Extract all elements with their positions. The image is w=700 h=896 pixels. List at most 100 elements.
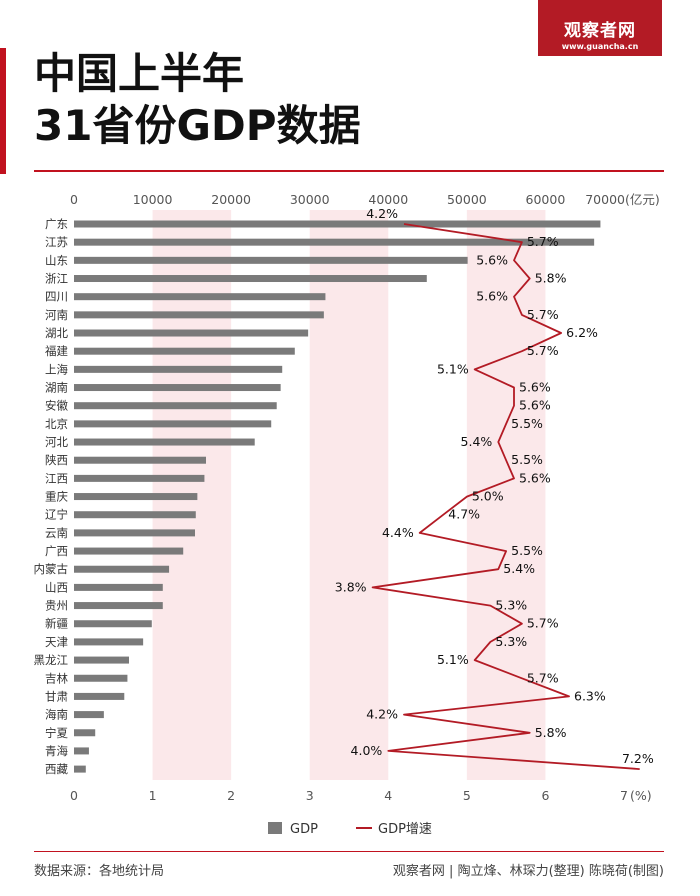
- growth-value-label: 4.4%: [382, 525, 414, 540]
- gdp-bar: [74, 529, 195, 537]
- province-label: 吉林: [45, 671, 68, 685]
- legend-growth-label: GDP增速: [378, 822, 432, 837]
- growth-value-label: 5.7%: [527, 307, 559, 322]
- province-label: 北京: [45, 417, 68, 431]
- gdp-bar: [74, 602, 163, 610]
- data-source: 数据来源：各地统计局: [34, 864, 165, 879]
- page-title: 中国上半年 31省份GDP数据: [34, 48, 361, 152]
- gdp-bar: [74, 493, 198, 501]
- province-label: 云南: [45, 526, 68, 540]
- growth-value-label: 6.2%: [566, 325, 598, 340]
- credits: 观察者网 | 陶立烽、林琛力(整理) 陈晓荷(制图): [392, 864, 664, 879]
- province-label: 西藏: [45, 762, 68, 776]
- top-axis-tick-label: 60000: [526, 192, 566, 207]
- top-axis-tick-label: 30000: [290, 192, 330, 207]
- gdp-bar: [74, 711, 104, 719]
- gdp-bar: [74, 656, 129, 664]
- gdp-bar: [74, 365, 283, 373]
- gdp-bar: [74, 547, 184, 555]
- province-label: 四川: [45, 290, 68, 304]
- gdp-bars: [74, 220, 601, 773]
- gdp-bar: [74, 747, 89, 755]
- growth-value-label: 5.7%: [527, 343, 559, 358]
- growth-value-label: 3.8%: [335, 579, 367, 594]
- growth-value-label: 5.7%: [527, 616, 559, 631]
- gdp-bar: [74, 347, 295, 355]
- gdp-bar: [74, 402, 277, 410]
- title-line-1: 中国上半年: [34, 49, 245, 98]
- growth-line-path: [371, 223, 640, 770]
- growth-value-label: 5.1%: [437, 652, 469, 667]
- growth-value-label: 5.5%: [511, 452, 543, 467]
- top-axis-tick-label: 70000: [585, 192, 625, 207]
- top-axis-tick-label: 10000: [133, 192, 173, 207]
- growth-value-label: 4.7%: [448, 507, 480, 522]
- top-axis-tick-label: 20000: [211, 192, 251, 207]
- province-label: 山东: [45, 253, 68, 267]
- province-label: 宁夏: [45, 726, 68, 740]
- growth-value-label: 5.6%: [519, 398, 551, 413]
- province-label: 上海: [45, 362, 68, 376]
- gdp-bar: [74, 692, 125, 700]
- growth-value-label: 5.0%: [472, 489, 504, 504]
- category-labels: 广东江苏山东浙江四川河南湖北福建上海湖南安徽北京河北陕西江西重庆辽宁云南广西内蒙…: [34, 217, 69, 776]
- top-axis-unit: (亿元): [625, 192, 660, 207]
- gdp-bar: [74, 638, 144, 646]
- province-label: 陕西: [45, 453, 68, 467]
- growth-value-label: 5.3%: [495, 598, 527, 613]
- growth-value-label: 7.2%: [622, 751, 654, 766]
- growth-value-label: 5.6%: [519, 380, 551, 395]
- province-label: 江西: [45, 471, 68, 485]
- gdp-bar: [74, 420, 272, 428]
- gdp-bar: [74, 765, 86, 773]
- chart-band: [466, 210, 546, 780]
- province-label: 河北: [45, 435, 68, 449]
- growth-line: [371, 223, 640, 770]
- logo-url: www.guancha.cn: [561, 42, 639, 51]
- growth-value-label: 5.1%: [437, 361, 469, 376]
- gdp-bar: [74, 256, 468, 264]
- bottom-axis-tick-label: 2: [227, 788, 235, 803]
- legend-gdp-swatch: [268, 822, 282, 834]
- growth-value-label: 5.5%: [511, 416, 543, 431]
- province-label: 广东: [45, 217, 68, 231]
- province-label: 浙江: [45, 272, 68, 286]
- growth-value-label: 4.2%: [366, 707, 398, 722]
- province-label: 河南: [45, 308, 68, 322]
- gdp-bar: [74, 275, 427, 283]
- gdp-bar: [74, 583, 163, 591]
- bottom-axis-tick-label: 0: [70, 788, 78, 803]
- province-label: 福建: [45, 344, 68, 358]
- province-label: 辽宁: [45, 508, 68, 522]
- bottom-axis-tick-label: 7: [620, 788, 628, 803]
- growth-value-label: 5.3%: [495, 634, 527, 649]
- growth-value-label: 5.6%: [476, 289, 508, 304]
- province-label: 湖南: [45, 381, 68, 395]
- growth-value-label: 5.8%: [535, 271, 567, 286]
- top-axis-tick-label: 50000: [447, 192, 487, 207]
- gdp-bar: [74, 474, 205, 482]
- province-label: 贵州: [45, 599, 68, 613]
- province-label: 江苏: [45, 235, 68, 249]
- bottom-axis-tick-label: 1: [149, 788, 157, 803]
- gdp-bar: [74, 329, 309, 337]
- growth-labels: 4.2% 5.7% 5.6% 5.8% 5.6% 5.7% 6.2% 5.7% 5.1% 5.6%…: [335, 206, 654, 766]
- gdp-bar: [74, 293, 326, 301]
- left-accent-bar: [0, 48, 6, 174]
- province-label: 新疆: [45, 617, 68, 631]
- province-label: 黑龙江: [34, 653, 69, 667]
- growth-value-label: 5.5%: [511, 543, 543, 558]
- growth-value-label: 5.7%: [527, 670, 559, 685]
- province-label: 甘肃: [45, 689, 68, 703]
- growth-value-label: 5.4%: [503, 561, 535, 576]
- logo: 观察者网 www.guancha.cn: [538, 0, 662, 56]
- province-label: 重庆: [45, 490, 68, 504]
- growth-value-label: 5.7%: [527, 234, 559, 249]
- top-axis-tick-label: 0: [70, 192, 78, 207]
- province-label: 安徽: [45, 399, 68, 413]
- growth-value-label: 5.6%: [519, 470, 551, 485]
- province-label: 内蒙古: [34, 562, 69, 576]
- growth-value-label: 6.3%: [574, 688, 606, 703]
- bottom-axis-unit: (%): [630, 788, 652, 803]
